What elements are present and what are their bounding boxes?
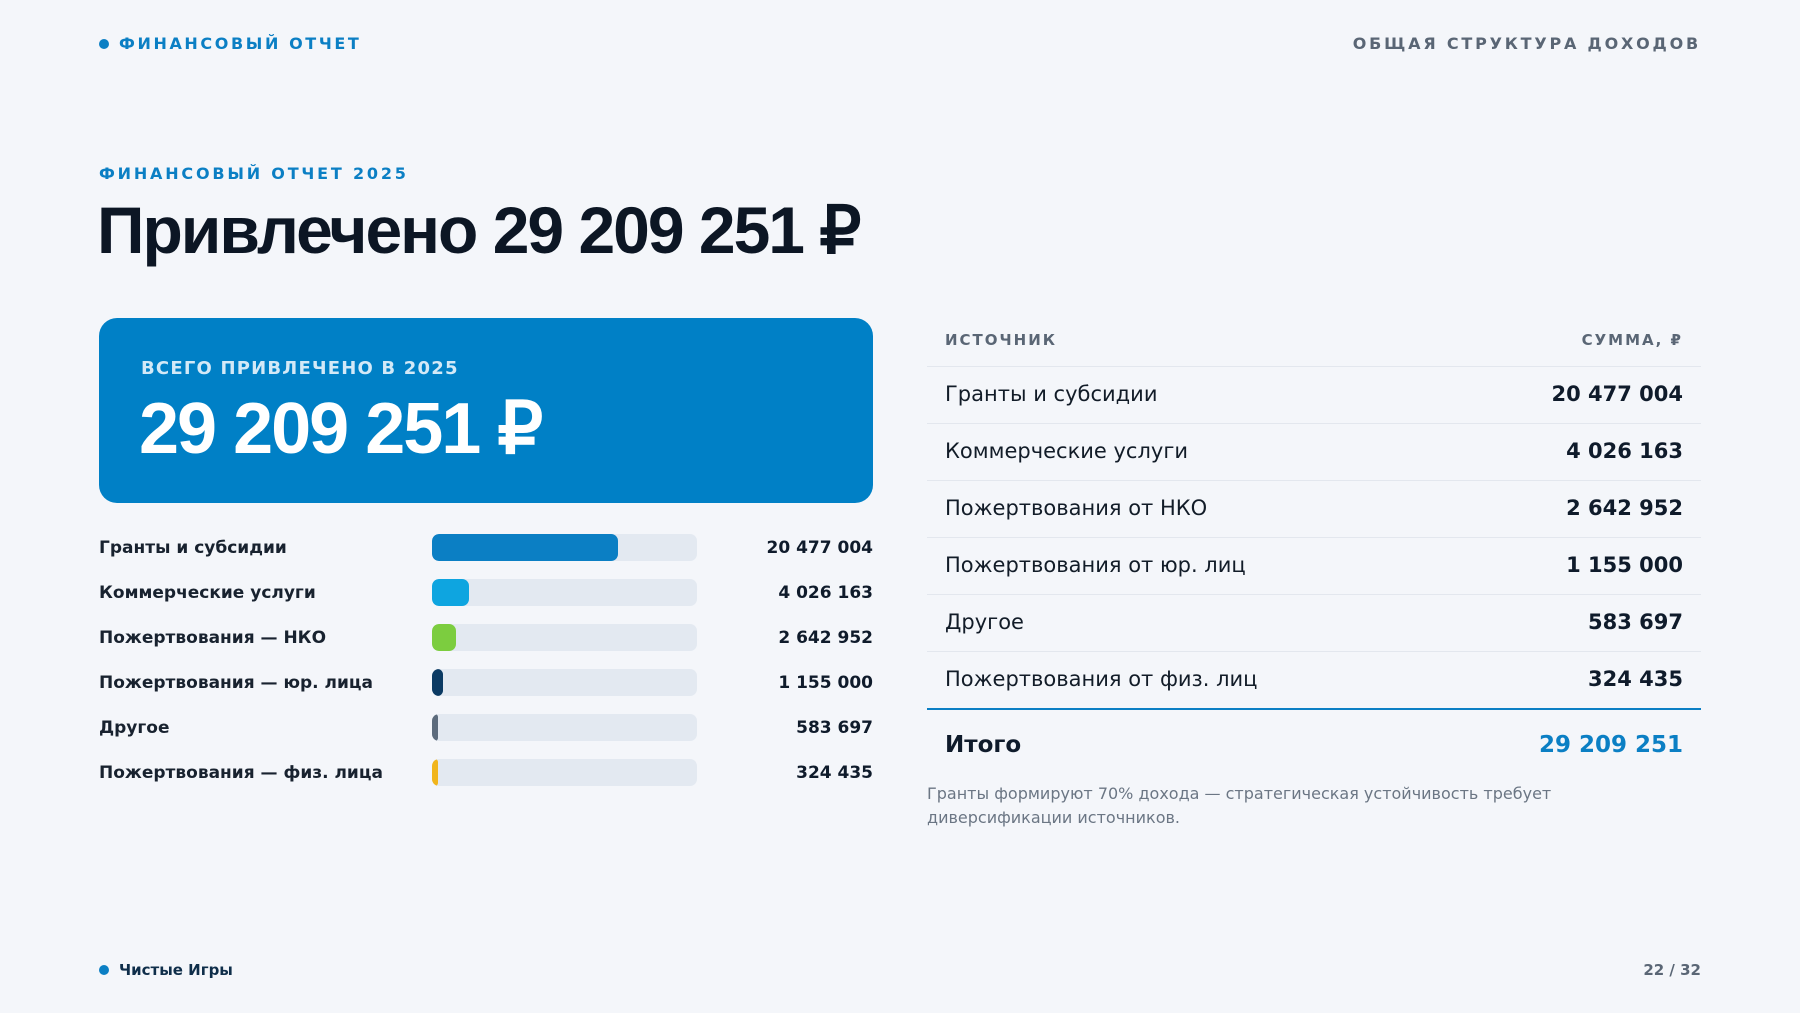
row-amount: 324 435 <box>1588 667 1683 691</box>
total-card-label: ВСЕГО ПРИВЛЕЧЕНО В 2025 <box>141 358 459 379</box>
row-source: Пожертвования от физ. лиц <box>945 667 1258 691</box>
income-table: ИСТОЧНИК СУММА, ₽ Гранты и субсидии 20 4… <box>927 318 1701 780</box>
bar-label: Другое <box>99 718 170 738</box>
table-total-row: Итого 29 209 251 <box>927 710 1701 780</box>
bar-label: Пожертвования — физ. лица <box>99 763 383 783</box>
page-number: 22 / 32 <box>1643 961 1701 979</box>
bar-row: Другое 583 697 <box>99 712 873 757</box>
table-row: Пожертвования от НКО 2 642 952 <box>927 481 1701 538</box>
column-header-amount: СУММА, ₽ <box>1581 331 1683 349</box>
page-title: Привлечено 29 209 251 ₽ <box>97 193 861 267</box>
bar-row: Пожертвования — НКО 2 642 952 <box>99 622 873 667</box>
header-section-title: ОБЩАЯ СТРУКТУРА ДОХОДОВ <box>1352 34 1701 53</box>
bar-row: Пожертвования — юр. лица 1 155 000 <box>99 667 873 712</box>
row-source: Гранты и субсидии <box>945 382 1158 406</box>
column-header-source: ИСТОЧНИК <box>945 331 1058 349</box>
bar-track <box>432 534 697 561</box>
bar-row: Гранты и субсидии 20 477 004 <box>99 532 873 577</box>
bar-label: Пожертвования — юр. лица <box>99 673 373 693</box>
footnote: Гранты формируют 70% дохода — стратегиче… <box>927 784 1552 827</box>
bar-fill <box>432 534 618 561</box>
bar-track <box>432 714 697 741</box>
income-bars: Гранты и субсидии 20 477 004 Коммерчески… <box>99 532 873 802</box>
row-source: Другое <box>945 610 1024 634</box>
report-eyebrow: ФИНАНСОВЫЙ ОТЧЕТ 2025 <box>99 164 409 183</box>
bar-value: 583 697 <box>796 718 873 738</box>
total-label: Итого <box>945 732 1022 758</box>
bar-label: Гранты и субсидии <box>99 538 287 558</box>
row-amount: 583 697 <box>1588 610 1683 634</box>
row-source: Коммерческие услуги <box>945 439 1188 463</box>
table-row: Другое 583 697 <box>927 595 1701 652</box>
brand-dot-icon <box>99 38 109 49</box>
header-brand: ФИНАНСОВЫЙ ОТЧЕТ <box>99 34 361 53</box>
table-row: Коммерческие услуги 4 026 163 <box>927 424 1701 481</box>
table-header: ИСТОЧНИК СУММА, ₽ <box>927 318 1701 367</box>
bar-fill <box>432 759 438 786</box>
top-bar: ФИНАНСОВЫЙ ОТЧЕТ ОБЩАЯ СТРУКТУРА ДОХОДОВ <box>99 34 1701 54</box>
bar-track <box>432 579 697 606</box>
bar-fill <box>432 624 456 651</box>
bar-track <box>432 759 697 786</box>
row-amount: 20 477 004 <box>1551 382 1683 406</box>
bar-track <box>432 669 697 696</box>
row-amount: 4 026 163 <box>1566 439 1683 463</box>
row-source: Пожертвования от НКО <box>945 496 1208 520</box>
bar-track <box>432 624 697 651</box>
bar-row: Коммерческие услуги 4 026 163 <box>99 577 873 622</box>
footer-dot-icon <box>99 965 109 975</box>
bar-value: 324 435 <box>796 763 873 783</box>
bar-fill <box>432 669 443 696</box>
row-source: Пожертвования от юр. лиц <box>945 553 1246 577</box>
bar-value: 20 477 004 <box>766 538 873 558</box>
bar-fill <box>432 579 469 606</box>
row-amount: 2 642 952 <box>1566 496 1683 520</box>
bar-label: Пожертвования — НКО <box>99 628 327 648</box>
table-row: Пожертвования от юр. лиц 1 155 000 <box>927 538 1701 595</box>
header-brand-label: ФИНАНСОВЫЙ ОТЧЕТ <box>119 34 362 53</box>
total-card: ВСЕГО ПРИВЛЕЧЕНО В 2025 29 209 251 ₽ <box>99 318 873 503</box>
bar-value: 4 026 163 <box>778 583 873 603</box>
footer-brand: Чистые Игры <box>99 961 233 979</box>
bar-row: Пожертвования — физ. лица 324 435 <box>99 757 873 802</box>
bar-value: 2 642 952 <box>778 628 873 648</box>
total-card-value: 29 209 251 ₽ <box>139 389 543 469</box>
bar-value: 1 155 000 <box>778 673 873 693</box>
table-row: Гранты и субсидии 20 477 004 <box>927 367 1701 424</box>
footer-brand-label: Чистые Игры <box>119 961 233 979</box>
row-amount: 1 155 000 <box>1566 553 1683 577</box>
bar-fill <box>432 714 438 741</box>
bar-label: Коммерческие услуги <box>99 583 316 603</box>
total-value: 29 209 251 <box>1538 732 1683 758</box>
table-row: Пожертвования от физ. лиц 324 435 <box>927 652 1701 710</box>
